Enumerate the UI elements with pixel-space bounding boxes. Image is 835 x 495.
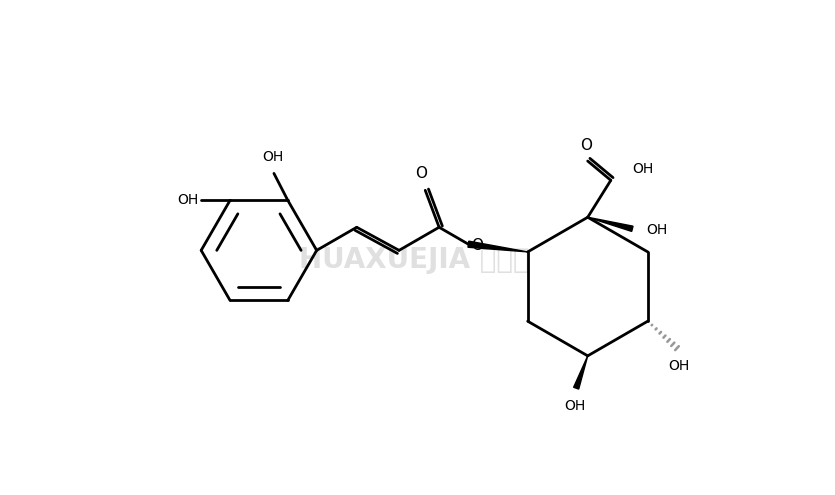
Polygon shape xyxy=(574,356,588,389)
Text: O: O xyxy=(415,166,428,181)
Text: O: O xyxy=(580,138,592,153)
Polygon shape xyxy=(468,241,528,252)
Polygon shape xyxy=(588,217,633,231)
Text: HUAXUEJIA 化学加: HUAXUEJIA 化学加 xyxy=(299,246,529,274)
Text: OH: OH xyxy=(262,150,283,164)
Text: OH: OH xyxy=(646,223,667,237)
Text: OH: OH xyxy=(668,359,689,373)
Text: OH: OH xyxy=(632,162,654,176)
Text: OH: OH xyxy=(564,399,585,413)
Text: O: O xyxy=(471,238,483,253)
Text: OH: OH xyxy=(177,194,199,207)
